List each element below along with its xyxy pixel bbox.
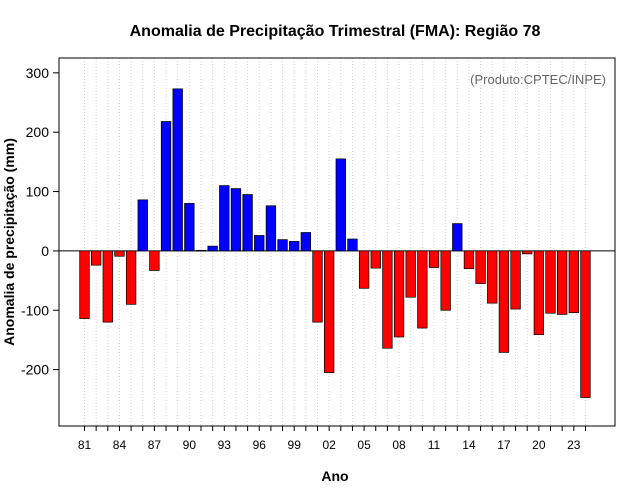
bar-2002	[324, 250, 335, 373]
bar-1993	[219, 185, 230, 252]
bar-1998	[277, 239, 288, 252]
bar-2001	[312, 250, 323, 323]
bar-2004	[347, 238, 358, 252]
bar-1999	[289, 241, 300, 252]
chart-title: Anomalia de Precipitação Trimestral (FMA…	[130, 23, 541, 40]
bar-2003	[335, 158, 346, 252]
bar-2022	[556, 250, 568, 315]
x-tick-label: 99	[288, 438, 302, 452]
bar-2018	[510, 250, 521, 310]
credit-label: (Produto:CPTEC/INPE)	[470, 72, 606, 87]
y-tick-label: 100	[26, 184, 50, 200]
plot-frame	[58, 57, 616, 427]
grid-lines	[84, 58, 586, 426]
bar-2000	[300, 232, 311, 252]
bar-2014	[463, 250, 475, 270]
bar-2024	[580, 250, 591, 398]
bars	[79, 88, 591, 398]
x-tick-label: 90	[183, 438, 197, 452]
bar-1983	[102, 250, 113, 323]
y-axis-label: Anomalia de precipitação (mm)	[1, 138, 17, 346]
bar-1990	[184, 203, 195, 252]
bar-1987	[149, 250, 160, 271]
y-tick-label: -200	[21, 362, 49, 378]
x-tick-label: 23	[567, 438, 581, 452]
x-tick-label: 17	[497, 438, 511, 452]
x-axis: 81 84 87 90 93 96 99 02 05 08 11 14 17 20 23	[78, 426, 586, 452]
bar-2011	[428, 250, 440, 268]
bar-1997	[265, 205, 277, 252]
bar-2020	[533, 250, 544, 335]
x-tick-label: 96	[253, 438, 267, 452]
bar-1984	[114, 250, 125, 257]
x-tick-label: 87	[148, 438, 162, 452]
x-tick-label: 08	[392, 438, 406, 452]
bar-1994	[230, 188, 242, 252]
bar-2019	[522, 250, 533, 255]
y-tick-label: 200	[26, 124, 50, 140]
bar-1981	[79, 250, 90, 319]
bar-2012	[440, 250, 451, 311]
bar-2016	[487, 250, 498, 304]
x-tick-label: 14	[462, 438, 476, 452]
bar-2015	[475, 250, 486, 284]
bar-1995	[242, 194, 253, 252]
bar-1996	[254, 235, 265, 252]
bar-1992	[207, 245, 218, 252]
bar-2005	[358, 250, 370, 289]
y-tick-label: -100	[21, 302, 49, 318]
bar-1982	[90, 250, 102, 266]
bar-2013	[452, 223, 463, 252]
x-tick-label: 84	[113, 438, 127, 452]
bar-2023	[568, 250, 579, 313]
bar-1985	[125, 250, 137, 305]
bar-1991	[195, 249, 207, 252]
bar-2008	[393, 250, 405, 338]
bar-2007	[382, 250, 393, 349]
bar-2010	[417, 250, 428, 329]
bar-2021	[545, 250, 556, 314]
bar-2017	[498, 250, 510, 353]
bar-2006	[370, 250, 381, 269]
x-tick-label: 20	[532, 438, 546, 452]
x-tick-label: 11	[428, 438, 441, 452]
y-axis: -200 -100 0 100 200 300	[21, 65, 59, 378]
bar-2009	[405, 250, 416, 298]
x-tick-label: 81	[78, 438, 92, 452]
x-axis-label: Ano	[321, 468, 348, 484]
y-tick-label: 0	[41, 243, 49, 259]
bar-1986	[137, 199, 148, 252]
x-tick-label: 05	[357, 438, 371, 452]
x-tick-label: 93	[218, 438, 232, 452]
x-tick-label: 02	[322, 438, 336, 452]
y-tick-label: 300	[26, 65, 50, 81]
bar-1989	[172, 88, 183, 252]
bar-1988	[160, 121, 172, 252]
